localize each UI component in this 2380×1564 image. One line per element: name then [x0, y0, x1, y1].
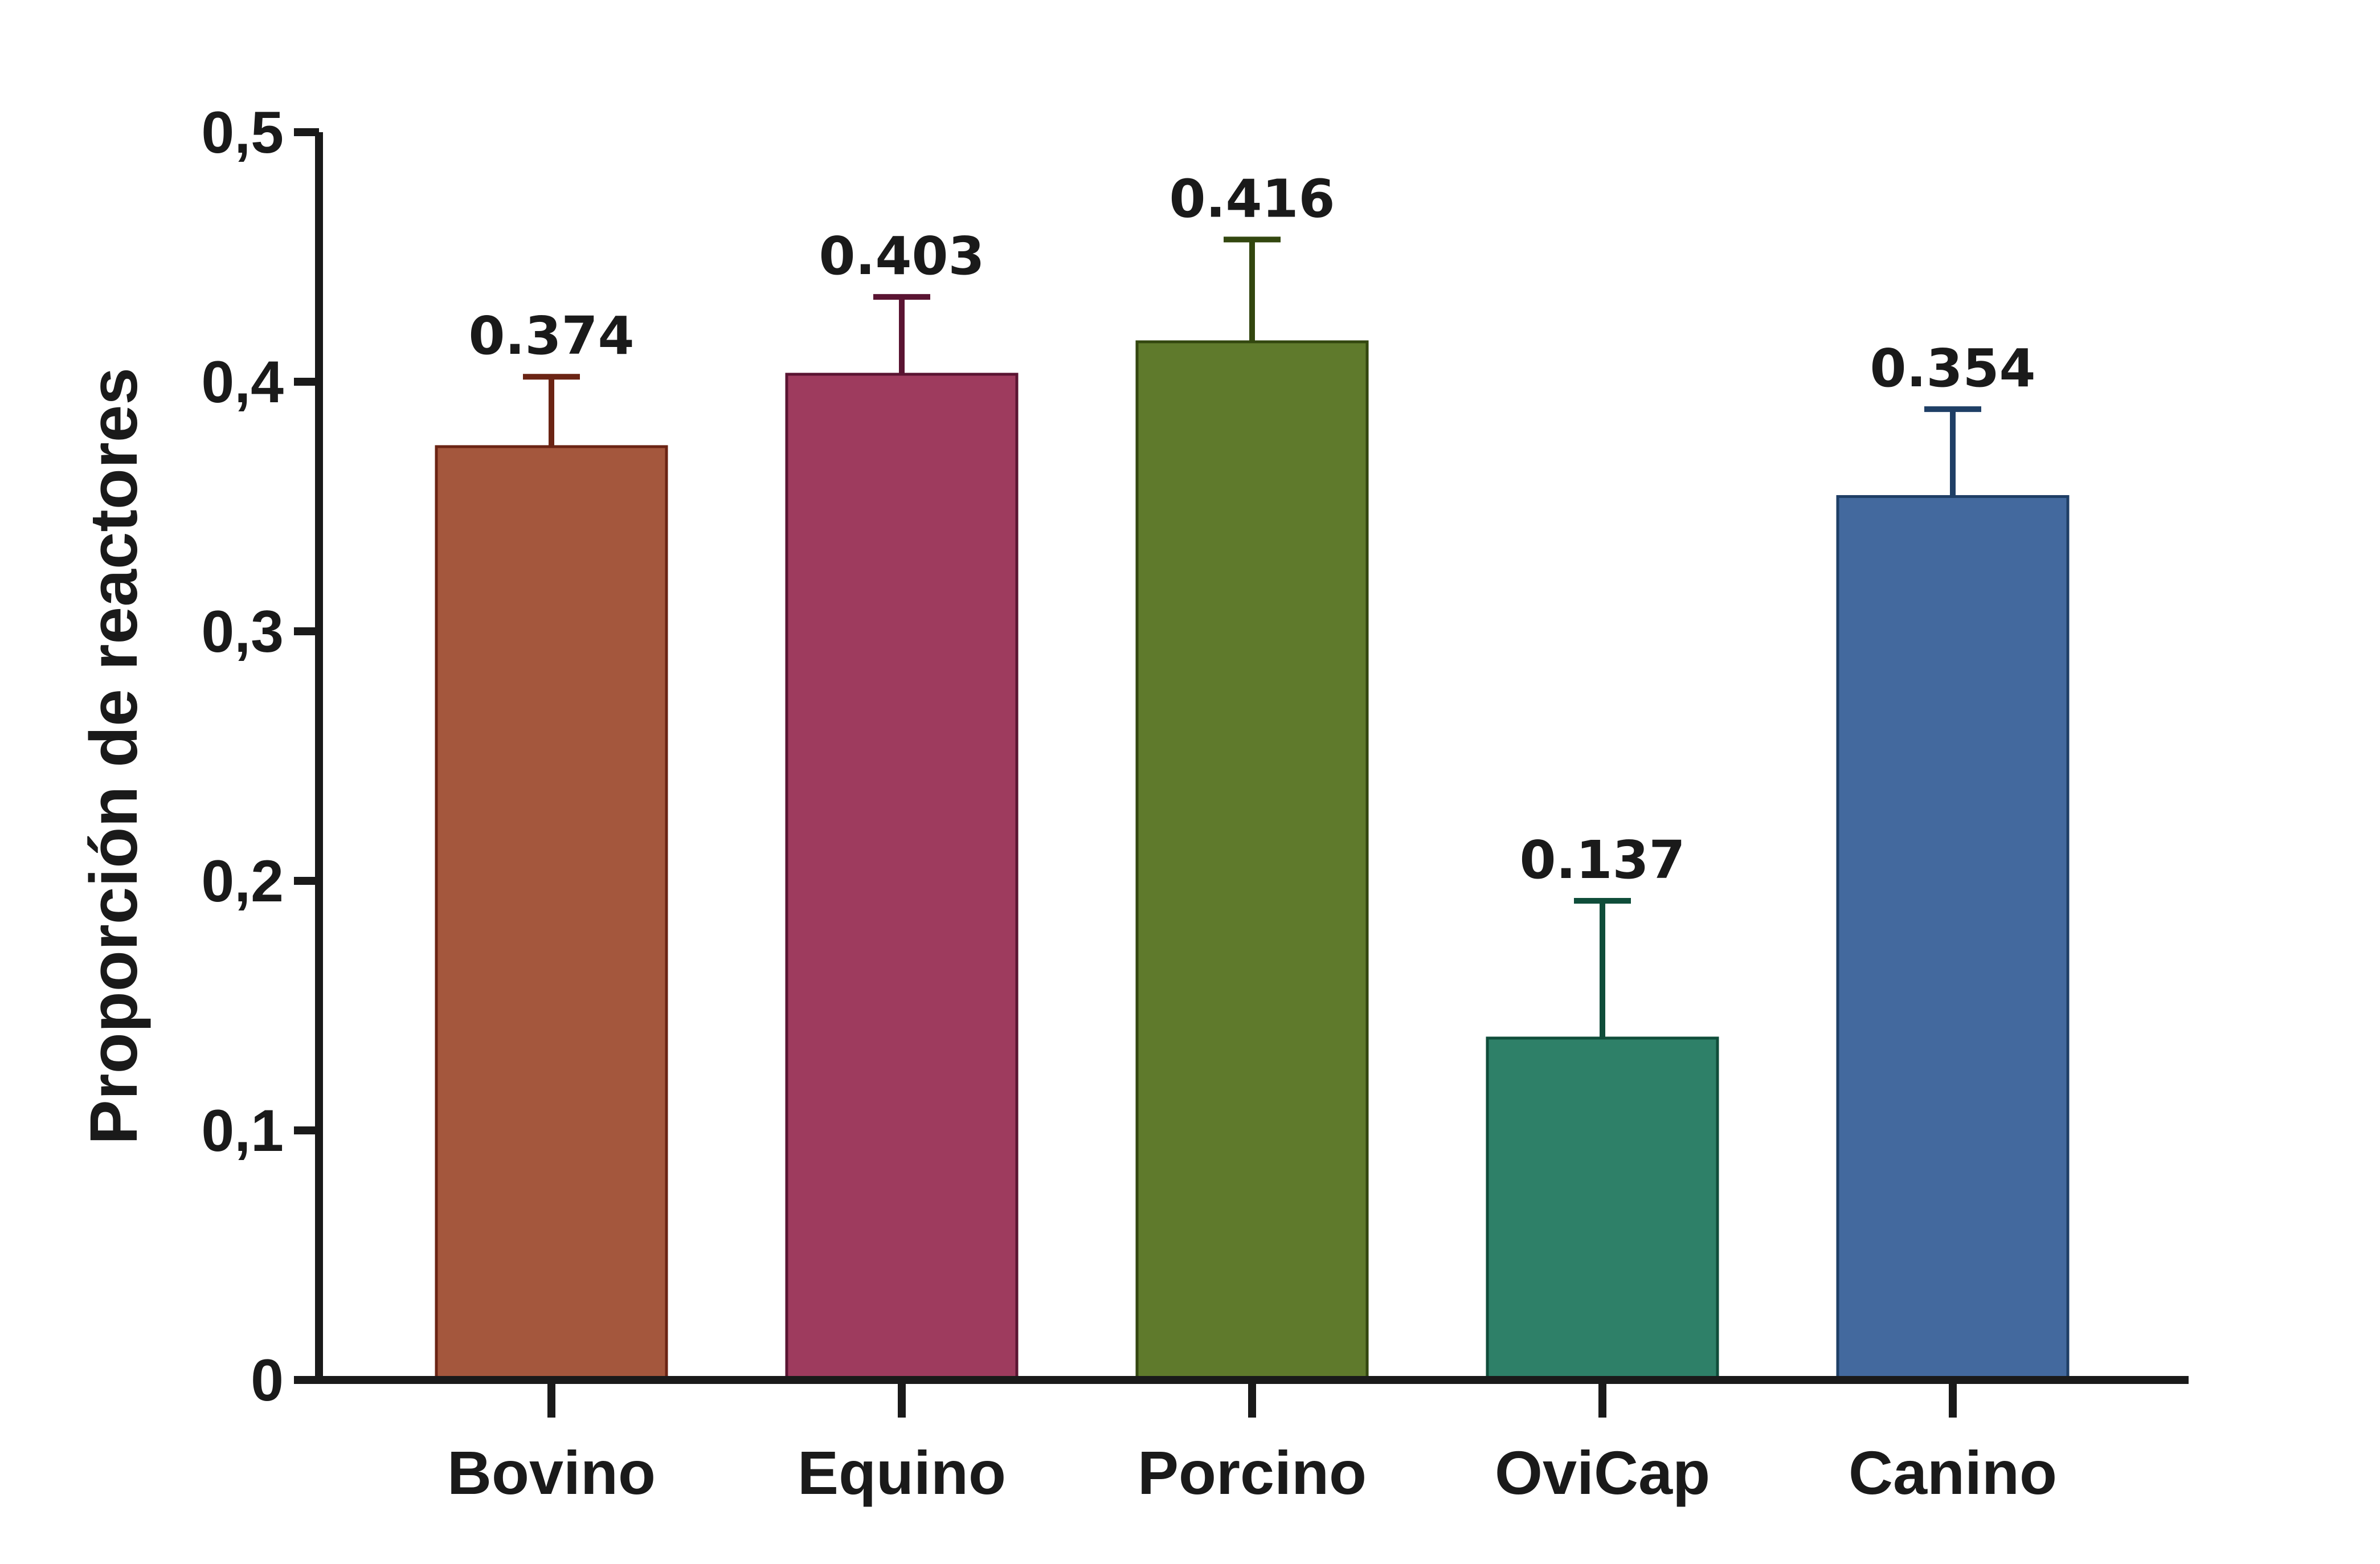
y-tick-label: 0,4: [201, 349, 284, 415]
x-tick-label-equino: Equino: [798, 1438, 1006, 1507]
y-tick-label: 0,5: [201, 100, 284, 166]
y-axis-title: Proporción de reactores: [76, 367, 152, 1145]
x-tick-label-porcino: Porcino: [1138, 1438, 1367, 1507]
y-tick-label: 0: [251, 1347, 284, 1414]
value-label-bovino: 0.374: [468, 305, 634, 366]
y-tick-label: 0,2: [201, 848, 284, 914]
bar-equino: [785, 373, 1019, 1382]
x-tick-label-ovicap: OviCap: [1495, 1438, 1710, 1507]
value-label-ovicap: 0.137: [1519, 830, 1685, 891]
x-tick-label-bovino: Bovino: [447, 1438, 656, 1507]
value-labels-layer: 0.374 0.403 0.416 0.137 0.354: [468, 168, 2035, 891]
bar-bovino: [435, 445, 668, 1382]
value-label-canino: 0.354: [1870, 338, 2035, 399]
bar-porcino: [1135, 340, 1369, 1382]
bars-layer: [435, 340, 2070, 1382]
value-label-equino: 0.403: [819, 226, 984, 287]
y-ticks-layer: 0 0,1 0,2 0,3 0,4 0,5: [201, 100, 319, 1414]
axes-layer: [296, 132, 2189, 1384]
y-tick-label: 0,1: [201, 1098, 284, 1164]
bar-canino: [1836, 495, 2070, 1382]
bar-ovicap: [1486, 1036, 1719, 1382]
y-tick-label: 0,3: [201, 599, 284, 665]
x-tick-label-canino: Canino: [1849, 1438, 2057, 1507]
error-bars-layer: [523, 236, 1981, 1038]
x-ticks-layer: Bovino Equino Porcino OviCap Canino: [447, 1380, 2057, 1507]
value-label-porcino: 0.416: [1169, 168, 1335, 229]
